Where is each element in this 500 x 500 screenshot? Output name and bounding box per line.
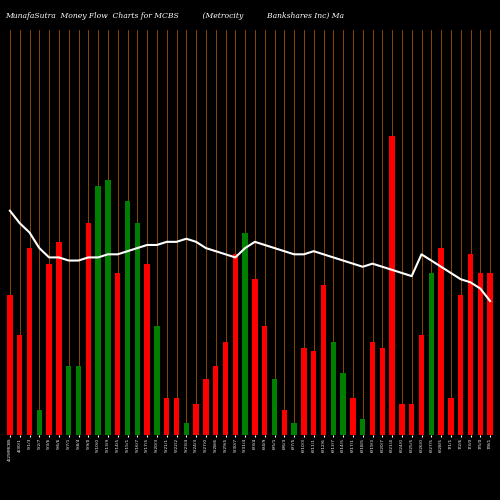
Bar [125,202,130,435]
Bar [370,342,375,435]
Bar [56,242,62,435]
Bar [301,348,306,435]
Bar [203,379,208,435]
Bar [458,295,464,435]
Bar [321,286,326,435]
Bar [360,420,366,435]
Bar [223,342,228,435]
Bar [36,410,42,435]
Bar [399,404,404,435]
Bar [154,326,160,435]
Bar [330,342,336,435]
Bar [184,422,189,435]
Bar [174,398,179,435]
Bar [282,410,287,435]
Bar [478,273,483,435]
Bar [311,351,316,435]
Bar [66,366,71,435]
Bar [46,264,52,435]
Bar [194,404,199,435]
Bar [340,372,346,435]
Bar [96,186,101,435]
Bar [242,232,248,435]
Bar [262,326,268,435]
Bar [105,180,110,435]
Bar [419,336,424,435]
Bar [86,223,91,435]
Bar [76,366,81,435]
Bar [292,422,297,435]
Bar [428,273,434,435]
Bar [380,348,385,435]
Bar [213,366,218,435]
Bar [252,279,258,435]
Bar [272,379,277,435]
Bar [134,223,140,435]
Bar [144,264,150,435]
Bar [17,336,22,435]
Bar [468,254,473,435]
Bar [164,398,170,435]
Bar [7,295,12,435]
Bar [232,254,238,435]
Bar [115,273,120,435]
Text: MunafaSutra  Money Flow  Charts for MCBS          (Metrocity          Bankshares: MunafaSutra Money Flow Charts for MCBS (… [5,12,344,20]
Bar [350,398,356,435]
Bar [27,248,32,435]
Bar [438,248,444,435]
Bar [390,136,395,435]
Bar [488,273,493,435]
Bar [448,398,454,435]
Bar [409,404,414,435]
